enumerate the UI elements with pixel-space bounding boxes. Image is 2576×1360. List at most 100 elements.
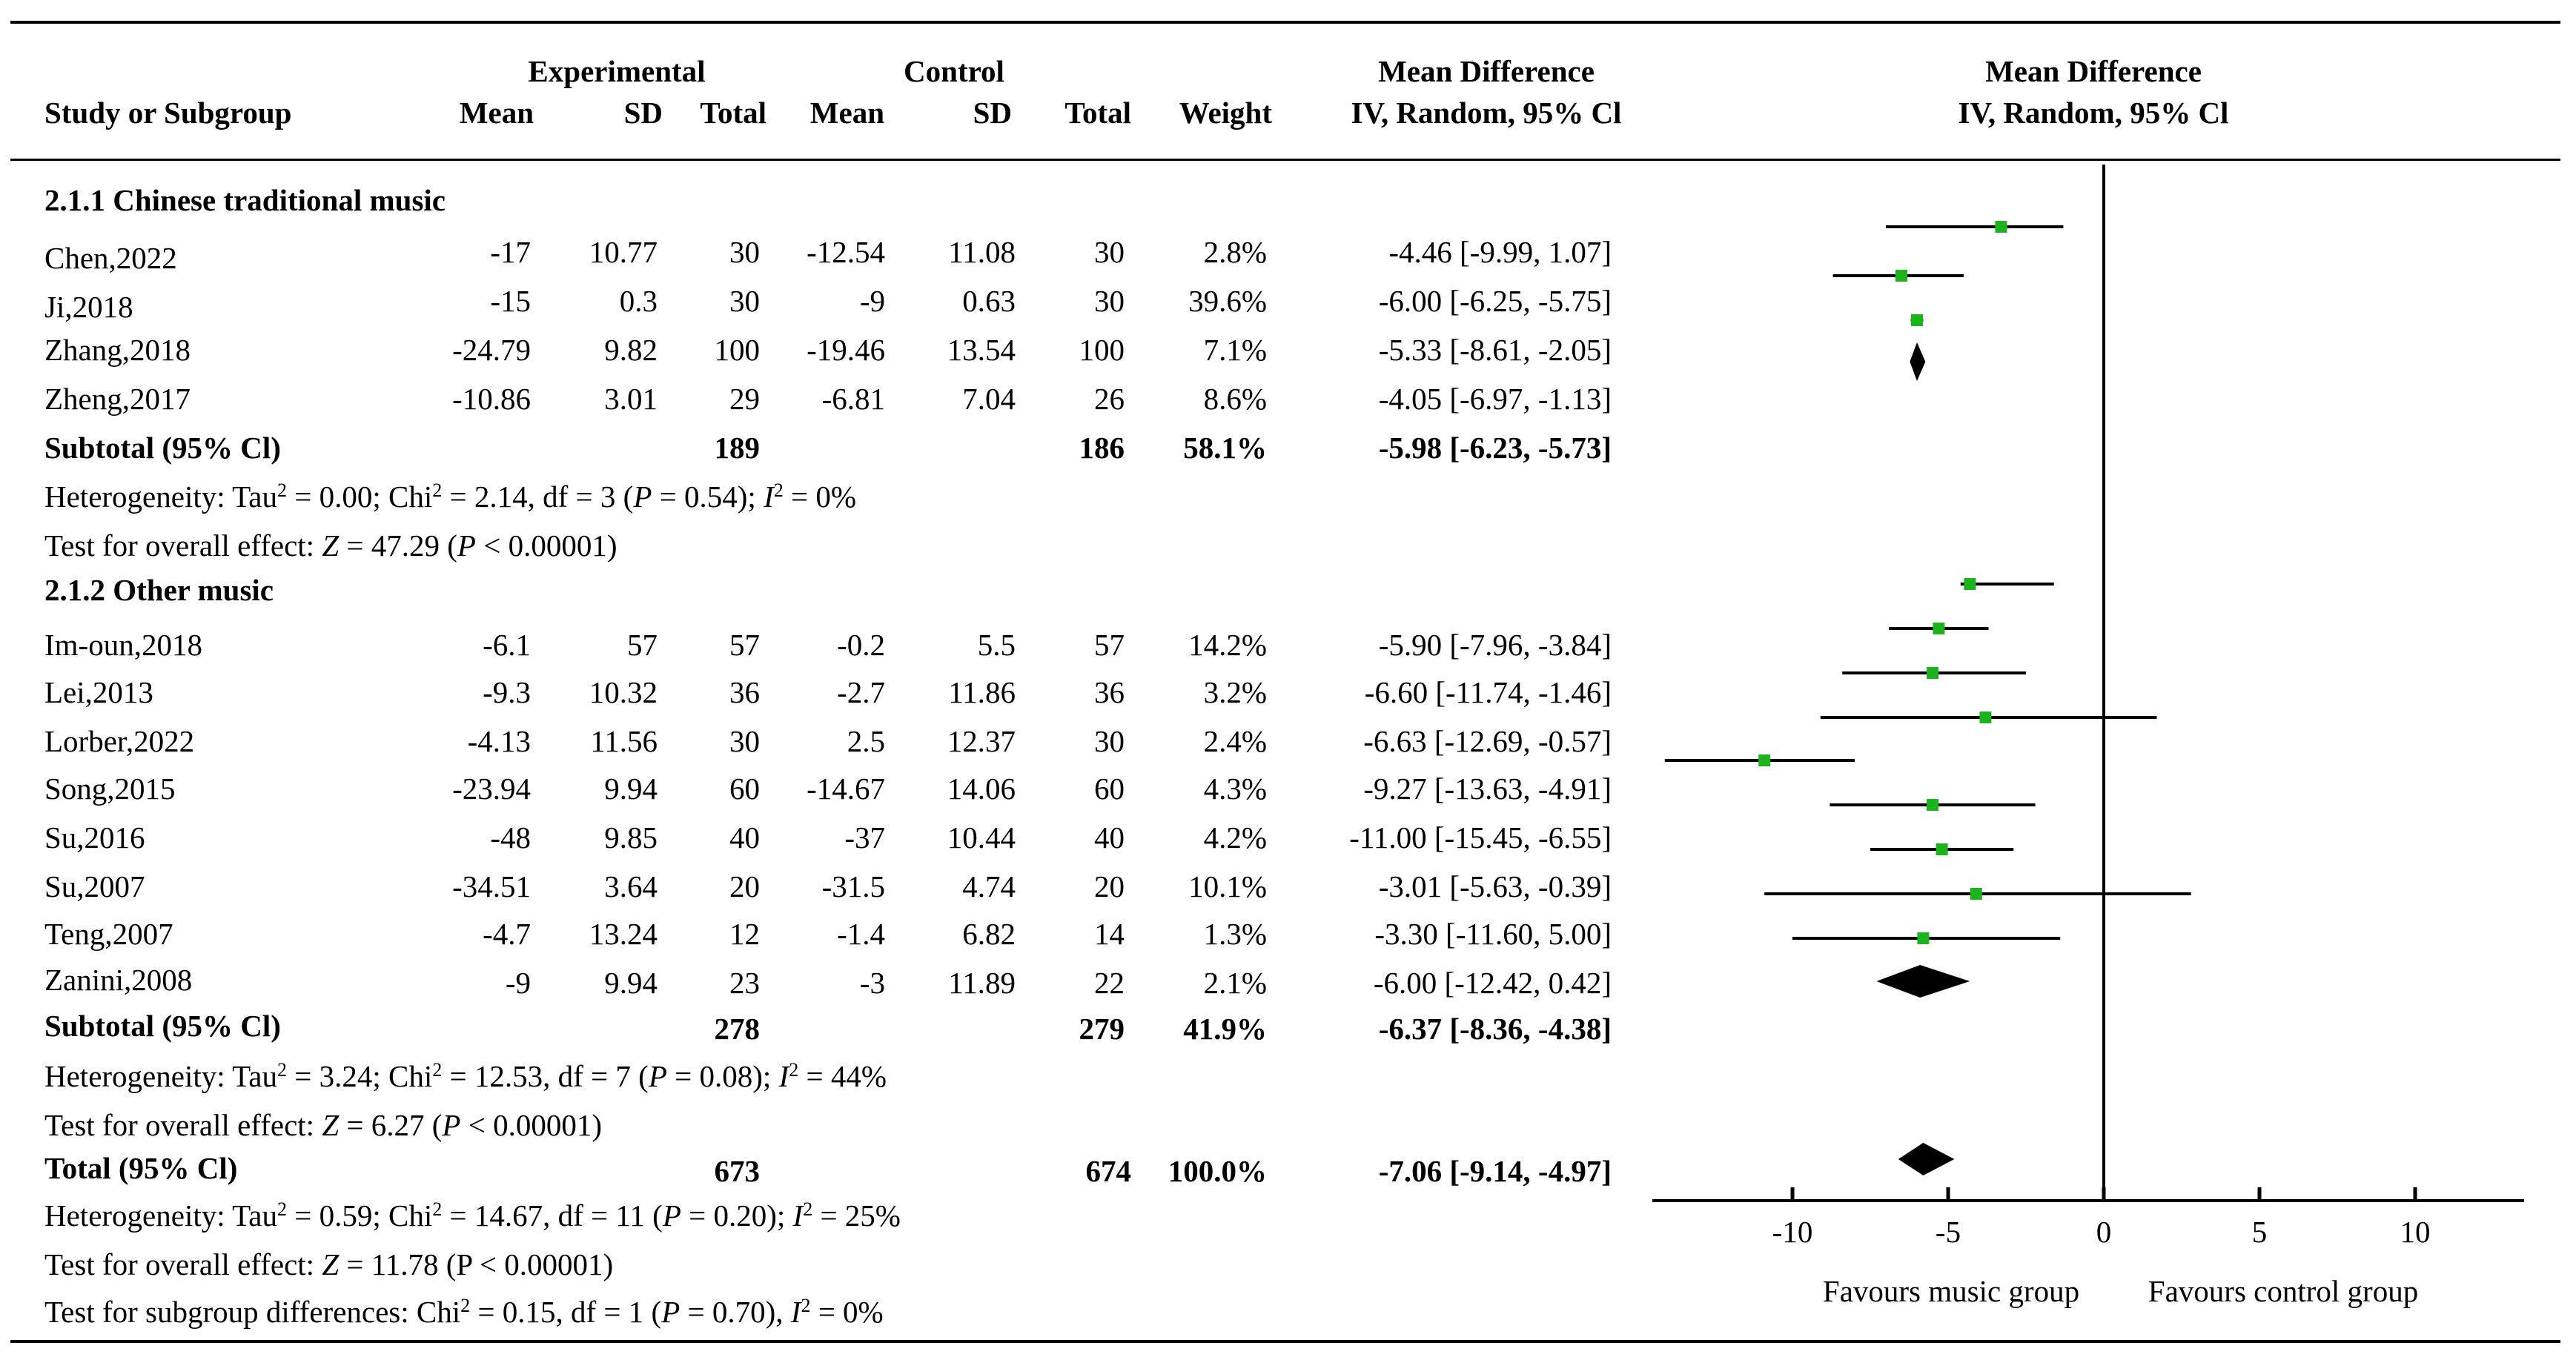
study-name: Chen,2022 [44, 241, 177, 275]
ctrl-sd-header: SD [973, 96, 1012, 130]
exp-total: 36 [729, 675, 760, 709]
ctrl-sd: 12.37 [947, 724, 1016, 758]
exp-mean: -24.79 [452, 333, 531, 367]
subtotal-label: Subtotal (95% Cl) [44, 431, 281, 465]
ctrl-mean: -37 [844, 820, 885, 855]
exp-mean: -23.94 [452, 772, 531, 806]
ctrl-total: 14 [1094, 917, 1125, 951]
ctrl-sd: 5.5 [977, 628, 1016, 662]
subgroup-differences-text: Test for subgroup differences: Chi2 = 0.… [44, 1295, 884, 1329]
ctrl-mean: -1.4 [837, 917, 885, 951]
ctrl-mean: -14.67 [807, 772, 885, 806]
study-marker [1895, 270, 1907, 282]
ctrl-total: 20 [1094, 869, 1125, 903]
study-marker [1970, 888, 1982, 900]
ctrl-sd: 11.86 [948, 675, 1016, 709]
exp-total: 278 [714, 1012, 761, 1046]
subtotal-label: Subtotal (95% Cl) [44, 1009, 281, 1043]
overall-effect-text: Test for overall effect: Z = 6.27 (P < 0… [44, 1108, 602, 1142]
study-name: Su,2007 [44, 869, 145, 903]
weight: 2.4% [1203, 724, 1267, 758]
mean-difference-ci: -6.60 [-11.74, -1.46] [1364, 675, 1612, 709]
ctrl-total: 57 [1094, 628, 1125, 662]
weight: 39.6% [1188, 284, 1267, 318]
ctrl-sd: 4.74 [962, 869, 1016, 903]
exp-mean: -15 [490, 284, 531, 318]
ctrl-sd: 0.63 [962, 284, 1016, 318]
study-name: Lorber,2022 [44, 724, 195, 758]
study-marker [1927, 799, 1938, 811]
weight: 100.0% [1168, 1154, 1267, 1188]
study-name: Zhang,2018 [44, 333, 191, 367]
exp-total: 60 [729, 772, 760, 806]
ctrl-total: 30 [1094, 284, 1125, 318]
exp-sd: 3.64 [604, 869, 658, 903]
mean-difference-ci: -9.27 [-13.63, -4.91] [1363, 772, 1612, 806]
mean-difference-ci: -3.30 [-11.60, 5.00] [1374, 917, 1612, 951]
x-axis-tick-label: -10 [1772, 1215, 1813, 1249]
ctrl-sd: 7.04 [962, 382, 1016, 416]
exp-sd: 9.85 [604, 820, 658, 855]
subgroup-title: 2.1.1 Chinese traditional music [44, 183, 446, 217]
exp-total: 673 [714, 1154, 761, 1188]
control-header: Control [904, 54, 1004, 88]
ctrl-sd: 14.06 [947, 772, 1016, 806]
ctrl-total: 36 [1094, 675, 1125, 709]
md-header-method: IV, Random, 95% Cl [1351, 96, 1622, 130]
ctrl-sd: 11.08 [948, 235, 1016, 269]
ctrl-mean: -31.5 [821, 869, 885, 903]
pooled-diamond [1910, 342, 1926, 381]
exp-sd: 9.82 [604, 333, 658, 367]
exp-mean: -34.51 [452, 869, 531, 903]
exp-total: 30 [729, 724, 760, 758]
favours-right-label: Favours control group [2148, 1274, 2419, 1308]
study-name: Im-oun,2018 [44, 628, 202, 662]
exp-sd: 10.32 [589, 675, 658, 709]
study-name: Zheng,2017 [44, 382, 191, 416]
exp-mean: -17 [490, 235, 531, 269]
ctrl-mean: -12.54 [807, 235, 885, 269]
weight: 7.1% [1203, 333, 1267, 367]
header-rule [10, 159, 2560, 161]
exp-total: 40 [729, 820, 760, 855]
exp-total: 20 [729, 869, 760, 903]
weight: 8.6% [1203, 382, 1267, 416]
exp-total: 23 [729, 966, 760, 1000]
weight: 3.2% [1203, 675, 1267, 709]
ctrl-total-header: Total [1064, 96, 1131, 130]
study-name: Teng,2007 [44, 917, 173, 951]
plot-header-method: IV, Random, 95% Cl [1958, 96, 2229, 130]
study-marker [1995, 221, 2007, 233]
study-header: Study or Subgroup [44, 96, 292, 130]
mean-difference-ci: -6.00 [-6.25, -5.75] [1378, 284, 1612, 318]
ctrl-mean: -19.46 [807, 333, 885, 367]
exp-total-header: Total [700, 96, 766, 130]
top-rule [10, 21, 2560, 24]
pooled-diamond [1898, 1143, 1955, 1175]
exp-mean: -10.86 [452, 382, 531, 416]
ctrl-sd: 10.44 [947, 820, 1016, 855]
ctrl-total: 22 [1094, 966, 1125, 1000]
study-name: Zanini,2008 [44, 963, 193, 997]
ctrl-total: 60 [1094, 772, 1125, 806]
ctrl-mean: -6.81 [821, 382, 885, 416]
subgroup-title: 2.1.2 Other music [44, 573, 274, 607]
mean-difference-ci: -7.06 [-9.14, -4.97] [1378, 1154, 1612, 1188]
heterogeneity-text: Heterogeneity: Tau2 = 0.00; Chi2 = 2.14,… [44, 480, 856, 514]
total-label: Total (95% Cl) [44, 1151, 238, 1185]
mean-difference-ci: -3.01 [-5.63, -0.39] [1378, 869, 1612, 903]
study-name: Ji,2018 [44, 290, 133, 324]
ctrl-total: 100 [1079, 333, 1125, 367]
exp-sd: 3.01 [604, 382, 658, 416]
x-axis-tick-label: 5 [2252, 1215, 2268, 1249]
pooled-diamond [1876, 965, 1970, 998]
bottom-rule [10, 1340, 2560, 1343]
weight: 4.3% [1203, 772, 1267, 806]
study-marker [1927, 667, 1938, 679]
overall-effect-text: Test for overall effect: Z = 11.78 (P < … [44, 1247, 614, 1281]
exp-total: 30 [729, 235, 760, 269]
ctrl-mean-header: Mean [809, 96, 884, 130]
ctrl-total: 674 [1085, 1154, 1132, 1188]
exp-mean: -4.7 [483, 917, 531, 951]
